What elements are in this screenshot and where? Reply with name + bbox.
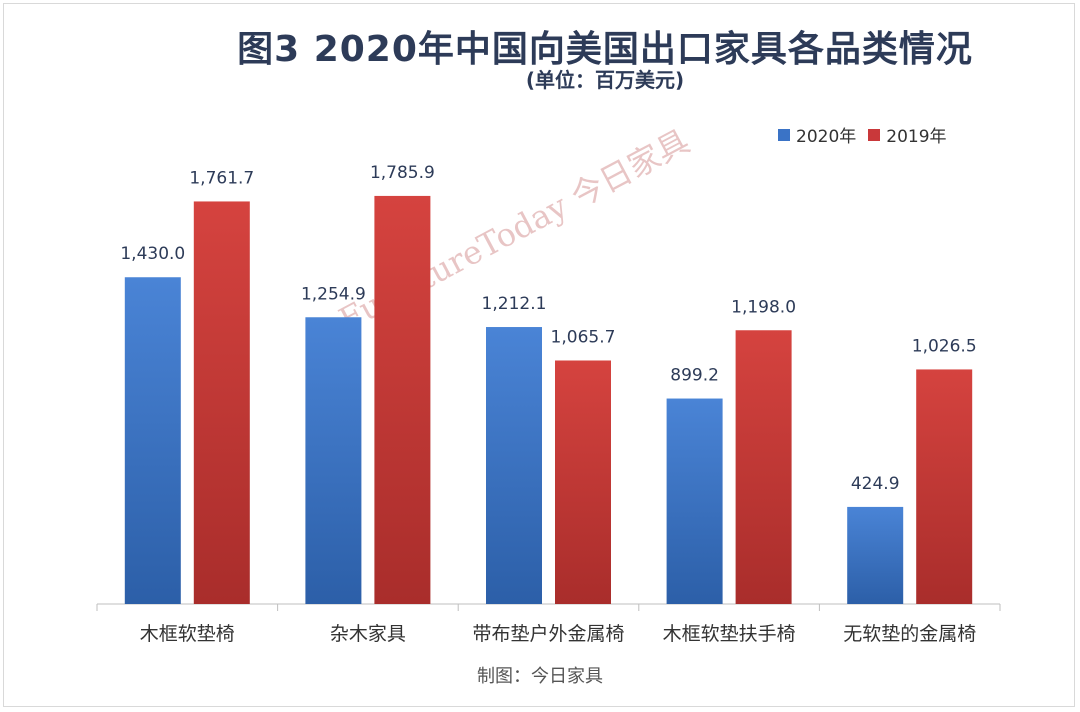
bar-2019年 [193, 201, 250, 605]
x-tick-label: 木框软垫椅 [140, 623, 235, 645]
legend-swatch-2019 [868, 128, 881, 141]
footer-credit: 制图：今日家具 [477, 666, 603, 687]
data-label: 1,430.0 [120, 244, 185, 264]
bar-2020年 [486, 327, 542, 604]
x-tick-label: 木框软垫扶手椅 [663, 623, 796, 645]
data-label: 1,785.9 [370, 163, 435, 183]
data-label: 1,198.0 [731, 297, 796, 317]
bar-2020年 [847, 506, 904, 604]
data-label: 1,212.1 [482, 294, 547, 314]
bar-2019年 [555, 360, 611, 604]
x-tick-label: 带布垫户外金属椅 [472, 623, 624, 645]
legend-label-2020: 2020年 [796, 127, 857, 147]
bar-2020年 [666, 398, 723, 604]
chart-frame [3, 3, 1075, 707]
chart-title: 图3 2020年中国向美国出口家具各品类情况 [237, 29, 973, 70]
data-label: 1,026.5 [912, 336, 977, 356]
data-label: 1,254.9 [301, 284, 366, 304]
data-label: 1,761.7 [189, 168, 254, 188]
data-label: 1,065.7 [551, 327, 616, 347]
legend-label-2019: 2019年 [886, 127, 947, 147]
bar-2019年 [374, 195, 431, 604]
bar-2019年 [735, 330, 792, 604]
legend: 2020年 2019年 [778, 122, 947, 147]
bar-2020年 [124, 277, 181, 604]
chart-subtitle: (单位：百万美元) [525, 68, 685, 92]
x-tick-label: 无软垫的金属椅 [843, 623, 976, 645]
x-tick-label: 杂木家具 [330, 623, 406, 645]
bar-2019年 [916, 369, 973, 604]
legend-swatch-2020 [778, 128, 790, 141]
data-label: 424.9 [851, 474, 900, 494]
bar-2020年 [305, 317, 362, 604]
data-label: 899.2 [670, 366, 719, 386]
